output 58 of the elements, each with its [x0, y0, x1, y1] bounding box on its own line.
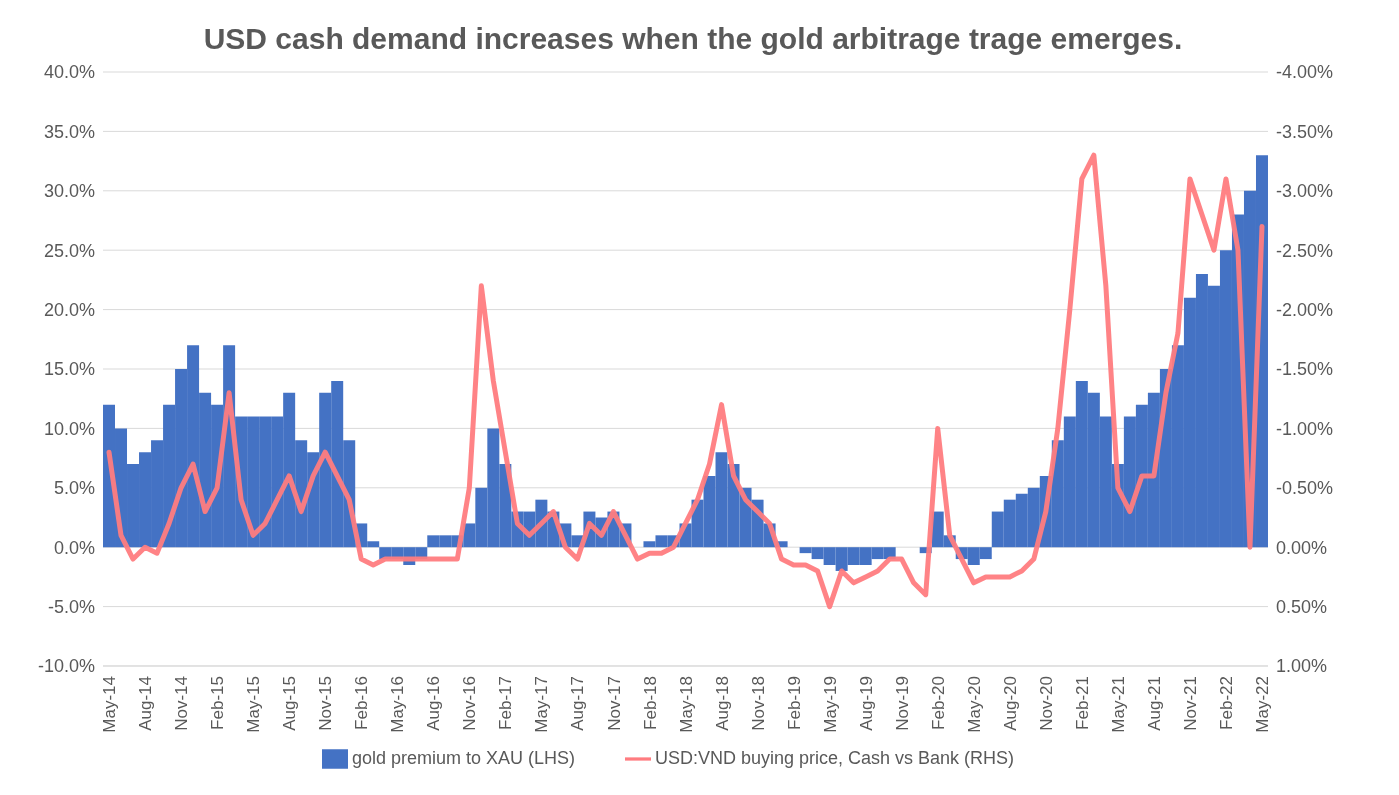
x-tick-label: May-21	[1108, 676, 1128, 733]
y-tick-label: 20.0%	[43, 299, 95, 320]
x-tick-label: Aug-21	[1144, 676, 1164, 731]
x-tick-label: Nov-18	[748, 676, 768, 731]
x-tick-label: Feb-21	[1072, 676, 1092, 730]
y-tick-label: 15.0%	[43, 359, 95, 380]
chart-title: USD cash demand increases when the gold arbitrage trage emerges.	[202, 21, 1184, 57]
x-tick-label: Feb-20	[928, 676, 948, 730]
x-tick-label: Feb-19	[784, 676, 804, 730]
x-tick-label: Aug-17	[568, 676, 588, 731]
x-tick-label: May-14	[100, 676, 120, 733]
x-tick-label: Nov-15	[316, 676, 336, 731]
x-tick-label: Aug-16	[424, 676, 444, 731]
x-tick-label: Nov-20	[1036, 676, 1056, 731]
x-tick-label: Aug-18	[712, 676, 732, 731]
x-tick-label: Feb-22	[1217, 676, 1237, 730]
x-tick-label: Nov-16	[460, 676, 480, 731]
x-tick-label: Feb-18	[640, 676, 660, 730]
y-tick-label: -10.0%	[37, 656, 95, 677]
x-tick-label: May-19	[820, 676, 840, 733]
y-tick-label: 25.0%	[43, 240, 95, 261]
x-tick-label: Aug-19	[856, 676, 876, 731]
legend-label: USD:VND buying price, Cash vs Bank (RHS)	[654, 747, 1015, 768]
y2-tick-label: -0.50%	[1276, 478, 1334, 499]
y2-tick-label: -2.00%	[1276, 299, 1334, 320]
y2-tick-label: -4.00%	[1276, 62, 1334, 83]
y2-tick-label: -2.50%	[1276, 240, 1334, 261]
y2-tick-label: -1.50%	[1276, 359, 1334, 380]
x-tick-label: Nov-21	[1181, 676, 1200, 731]
y-tick-label: 40.0%	[43, 62, 95, 83]
y-tick-label: 10.0%	[43, 418, 95, 439]
x-tick-label: May-20	[964, 676, 984, 733]
y2-tick-label: 0.00%	[1276, 537, 1328, 558]
x-tick-label: Aug-14	[136, 676, 156, 731]
y2-tick-label: -3.00%	[1276, 181, 1334, 202]
y2-tick-label: 1.00%	[1276, 656, 1328, 677]
y2-tick-label: -1.00%	[1276, 418, 1334, 439]
y-tick-label: 35.0%	[43, 121, 95, 142]
x-tick-label: Feb-16	[352, 676, 372, 730]
x-tick-label: Nov-14	[172, 676, 192, 731]
y-tick-label: 0.0%	[53, 537, 95, 558]
x-tick-label: Nov-17	[604, 676, 624, 731]
x-tick-label: May-16	[388, 676, 408, 733]
y-tick-label: 30.0%	[43, 181, 95, 202]
legend-label: gold premium to XAU (LHS)	[351, 747, 575, 768]
x-tick-label: Aug-20	[1000, 676, 1020, 731]
x-tick-label: Aug-15	[280, 676, 300, 731]
y-tick-label: -5.0%	[47, 596, 95, 617]
x-tick-label: Feb-15	[208, 676, 228, 730]
y2-tick-label: 0.50%	[1276, 596, 1328, 617]
x-tick-label: May-15	[244, 676, 264, 733]
x-tick-label: May-18	[676, 676, 696, 733]
x-tick-label: May-22	[1253, 676, 1273, 733]
x-tick-label: Feb-17	[496, 676, 516, 730]
x-tick-label: May-17	[532, 676, 552, 733]
y2-tick-label: -3.50%	[1276, 121, 1334, 142]
y-tick-label: 5.0%	[53, 478, 95, 499]
x-tick-label: Nov-19	[892, 676, 912, 731]
